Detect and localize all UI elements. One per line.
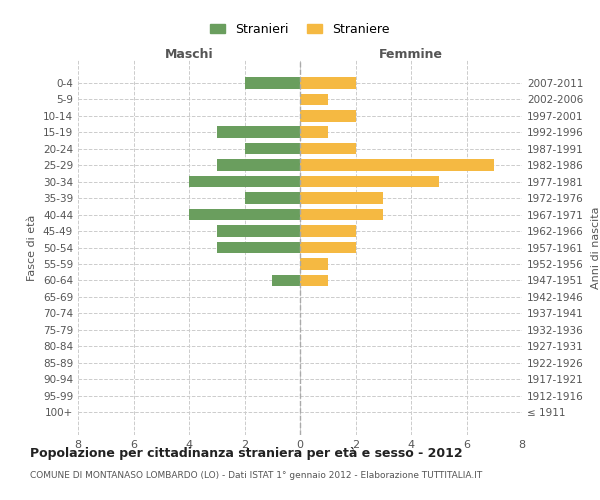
Bar bbox=[217, 160, 300, 171]
Bar bbox=[300, 110, 355, 122]
Bar bbox=[300, 209, 383, 220]
Bar bbox=[300, 258, 328, 270]
Legend: Stranieri, Straniere: Stranieri, Straniere bbox=[205, 18, 395, 40]
Bar bbox=[217, 226, 300, 237]
Bar bbox=[217, 242, 300, 254]
Y-axis label: Fasce di età: Fasce di età bbox=[28, 214, 37, 280]
Y-axis label: Anni di nascita: Anni di nascita bbox=[590, 206, 600, 289]
Bar bbox=[300, 176, 439, 188]
Bar bbox=[245, 77, 300, 88]
Text: Popolazione per cittadinanza straniera per età e sesso - 2012: Popolazione per cittadinanza straniera p… bbox=[30, 448, 463, 460]
Bar bbox=[300, 94, 328, 105]
Bar bbox=[300, 226, 355, 237]
Bar bbox=[300, 192, 383, 204]
Bar bbox=[300, 143, 355, 154]
Text: COMUNE DI MONTANASO LOMBARDO (LO) - Dati ISTAT 1° gennaio 2012 - Elaborazione TU: COMUNE DI MONTANASO LOMBARDO (LO) - Dati… bbox=[30, 470, 482, 480]
Bar bbox=[300, 160, 494, 171]
Bar bbox=[245, 143, 300, 154]
Text: Femmine: Femmine bbox=[379, 48, 443, 62]
Bar bbox=[189, 209, 300, 220]
Bar bbox=[189, 176, 300, 188]
Bar bbox=[300, 242, 355, 254]
Bar bbox=[245, 192, 300, 204]
Bar bbox=[300, 274, 328, 286]
Text: Maschi: Maschi bbox=[164, 48, 214, 62]
Bar bbox=[217, 126, 300, 138]
Bar bbox=[300, 126, 328, 138]
Bar bbox=[300, 77, 355, 88]
Bar bbox=[272, 274, 300, 286]
